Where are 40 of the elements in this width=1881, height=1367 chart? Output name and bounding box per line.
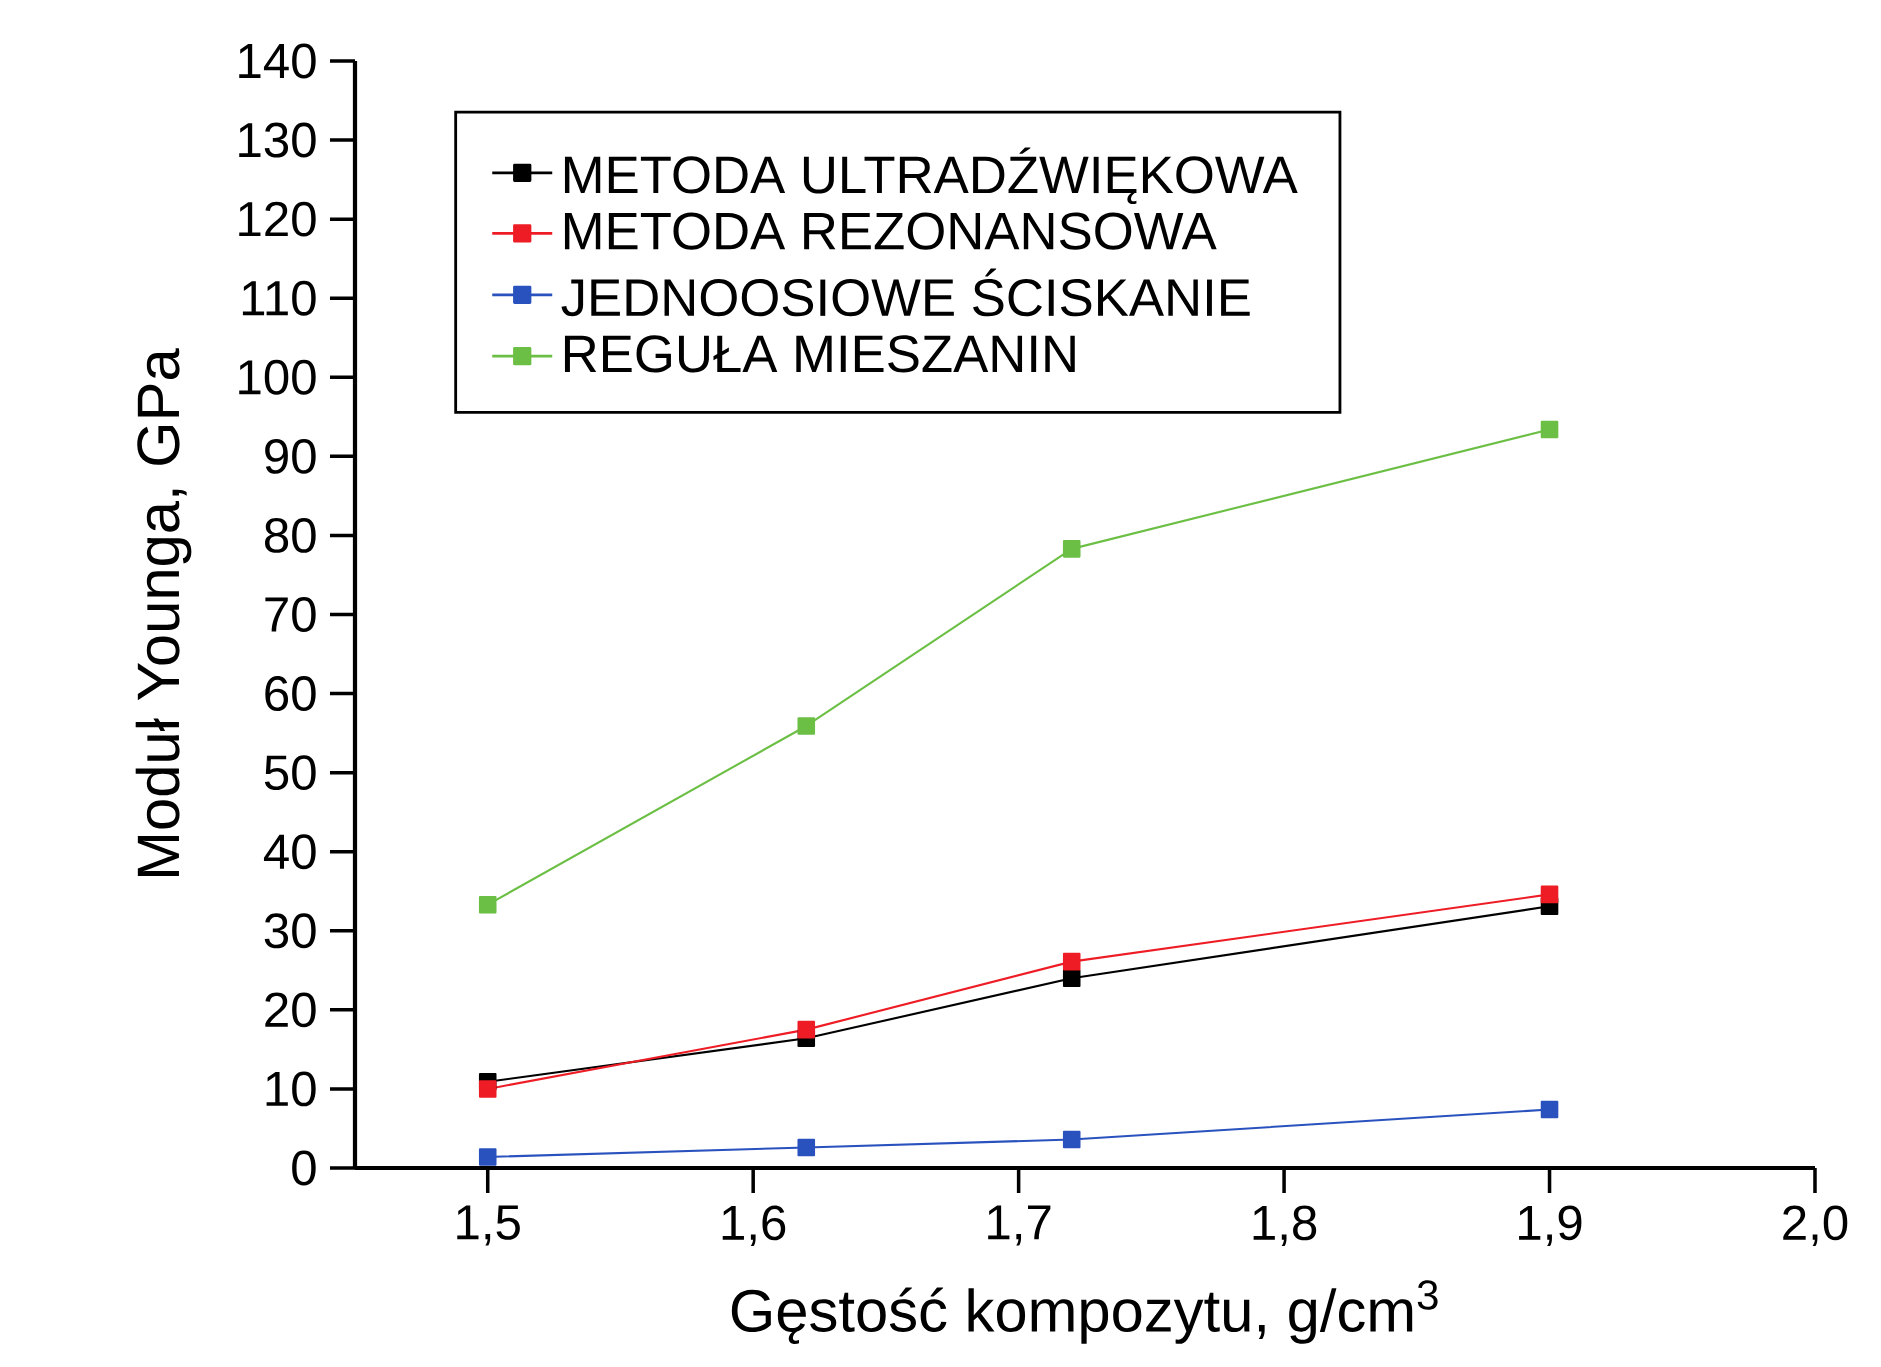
point xyxy=(1062,540,1081,558)
y-tick-label: 130 xyxy=(239,122,316,158)
point xyxy=(478,1080,497,1098)
y-tick-label: 70 xyxy=(265,597,316,632)
point xyxy=(1062,952,1081,971)
point xyxy=(478,895,497,914)
y-tick-label: 110 xyxy=(242,280,316,316)
point xyxy=(1540,420,1559,439)
legend-label: METODA ULTRADŹWIĘKOWA xyxy=(564,147,1298,205)
y-tick-label: 100 xyxy=(239,359,316,395)
y-axis-title: Moduł Younga, GPa xyxy=(135,348,192,876)
point xyxy=(797,1138,816,1157)
y-tick-label: 50 xyxy=(264,755,316,791)
point xyxy=(797,717,816,735)
y-tick-label: 120 xyxy=(239,201,316,237)
y-tick-label: 10 xyxy=(266,1071,316,1107)
y-tick-label: 80 xyxy=(265,517,316,553)
point xyxy=(1062,1130,1081,1149)
x-tick-label: 1,5 xyxy=(457,1205,520,1246)
y-tick-label: 30 xyxy=(264,913,316,949)
y-tick-label: 40 xyxy=(263,834,316,870)
x-tick-label: 2,0 xyxy=(1783,1205,1848,1247)
legend-label: METODA REZONANSOWA xyxy=(564,212,1217,250)
y-tick-label: 0 xyxy=(292,1150,316,1186)
x-axis-title: Gęstość kompozytu, g/cm$^{3}$ xyxy=(731,1280,1438,1344)
y-tick-label: 140 xyxy=(239,43,316,79)
x-tick-label: 1,7 xyxy=(988,1205,1051,1246)
point xyxy=(1540,1100,1559,1119)
y-tick-label: 60 xyxy=(265,676,316,711)
y-tick-label: 90 xyxy=(265,438,316,474)
legend-label: JEDNOOSIOWE ŚCISKANIE xyxy=(561,268,1250,317)
point xyxy=(797,1020,816,1039)
point xyxy=(1062,969,1081,988)
point xyxy=(1540,885,1559,904)
y-tick-label: 20 xyxy=(265,992,316,1028)
x-tick-label: 1,8 xyxy=(1253,1205,1317,1247)
x-tick-label: 1,6 xyxy=(722,1205,786,1247)
x-tick-label: 1,9 xyxy=(1519,1205,1582,1247)
legend-label: REGUŁA MIESZANIN xyxy=(564,335,1075,373)
point xyxy=(478,1148,497,1166)
